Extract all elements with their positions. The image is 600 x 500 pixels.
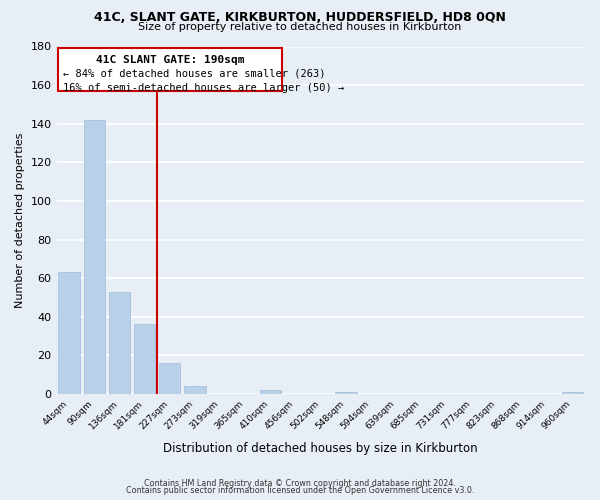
Bar <box>562 392 583 394</box>
Bar <box>83 120 105 394</box>
Text: Size of property relative to detached houses in Kirkburton: Size of property relative to detached ho… <box>139 22 461 32</box>
Bar <box>109 292 130 394</box>
Text: 41C SLANT GATE: 190sqm: 41C SLANT GATE: 190sqm <box>95 55 244 65</box>
Text: 41C, SLANT GATE, KIRKBURTON, HUDDERSFIELD, HD8 0QN: 41C, SLANT GATE, KIRKBURTON, HUDDERSFIEL… <box>94 11 506 24</box>
Text: 16% of semi-detached houses are larger (50) →: 16% of semi-detached houses are larger (… <box>63 83 344 93</box>
Y-axis label: Number of detached properties: Number of detached properties <box>15 132 25 308</box>
Text: Contains HM Land Registry data © Crown copyright and database right 2024.: Contains HM Land Registry data © Crown c… <box>144 479 456 488</box>
Text: Contains public sector information licensed under the Open Government Licence v3: Contains public sector information licen… <box>126 486 474 495</box>
X-axis label: Distribution of detached houses by size in Kirkburton: Distribution of detached houses by size … <box>163 442 478 455</box>
Bar <box>134 324 155 394</box>
Bar <box>260 390 281 394</box>
Bar <box>159 363 181 394</box>
Text: ← 84% of detached houses are smaller (263): ← 84% of detached houses are smaller (26… <box>63 68 325 78</box>
Bar <box>184 386 206 394</box>
FancyBboxPatch shape <box>58 48 282 91</box>
Bar <box>58 272 80 394</box>
Bar <box>335 392 356 394</box>
